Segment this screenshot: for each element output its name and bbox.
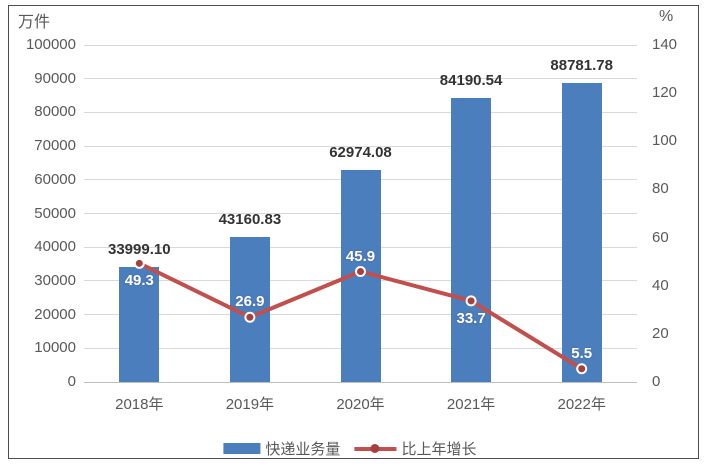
left-axis-tick: 30000	[34, 271, 76, 289]
gridline	[84, 145, 637, 147]
left-axis-tick: 0	[67, 373, 76, 390]
x-axis-label: 2021年	[446, 396, 496, 413]
gridline	[84, 78, 637, 80]
x-axis-label: 2020年	[336, 396, 385, 413]
line-value-label: 5.5	[571, 344, 593, 362]
legend-bar-series-label: 快递业务量	[265, 441, 341, 458]
right-axis-tick: 100	[652, 132, 678, 150]
bar-2020年	[340, 169, 381, 382]
bar-value-label: 33999.10	[108, 241, 171, 259]
bar-value-label: 88781.78	[550, 56, 613, 74]
right-axis-tick: 80	[652, 180, 669, 198]
x-axis-label: 2018年	[115, 396, 164, 413]
left-axis-tick: 100000	[25, 36, 76, 53]
gridline	[84, 381, 637, 383]
left-axis-tick: 10000	[34, 339, 76, 357]
bar-series-swatch-icon	[223, 443, 261, 454]
left-axis-tick: 90000	[34, 69, 76, 87]
bar-2021年	[451, 98, 492, 382]
right-axis-tick: 40	[652, 276, 669, 294]
chart-frame	[8, 5, 699, 459]
gridline	[84, 44, 637, 46]
left-axis-tick: 50000	[34, 204, 76, 222]
legend-item-line-series: 比上年增长	[354, 438, 476, 459]
legend: 快递业务量 比上年增长	[223, 438, 476, 459]
left-axis-tick: 40000	[34, 238, 76, 256]
bar-value-label: 84190.54	[439, 72, 503, 90]
line-value-label: 49.3	[124, 272, 154, 290]
legend-line-series-label: 比上年增长	[401, 441, 477, 458]
right-axis-tick: 20	[652, 324, 669, 342]
bar-value-label: 62974.08	[329, 143, 392, 161]
x-axis-label: 2022年	[557, 396, 606, 413]
line-value-label: 26.9	[235, 293, 265, 311]
right-axis-tick: 0	[652, 373, 661, 390]
right-axis-tick: 140	[652, 36, 678, 53]
line-value-label: 33.7	[456, 309, 486, 327]
line-series-swatch-icon	[354, 443, 397, 454]
left-axis-tick: 60000	[34, 170, 76, 188]
left-axis-title: 万件	[18, 14, 51, 31]
legend-item-bar-series: 快递业务量	[223, 438, 340, 459]
right-axis-title: %	[659, 8, 674, 25]
gridline	[84, 111, 637, 113]
line-value-label: 45.9	[345, 247, 376, 265]
left-axis-tick: 20000	[34, 305, 76, 323]
left-axis-tick: 80000	[34, 103, 76, 121]
bar-value-label: 43160.83	[218, 210, 282, 228]
right-axis-tick: 60	[652, 228, 669, 246]
left-axis-tick: 70000	[34, 137, 76, 155]
x-axis-label: 2019年	[225, 396, 275, 413]
right-axis-tick: 120	[652, 84, 678, 102]
bar-2022年	[561, 82, 602, 382]
